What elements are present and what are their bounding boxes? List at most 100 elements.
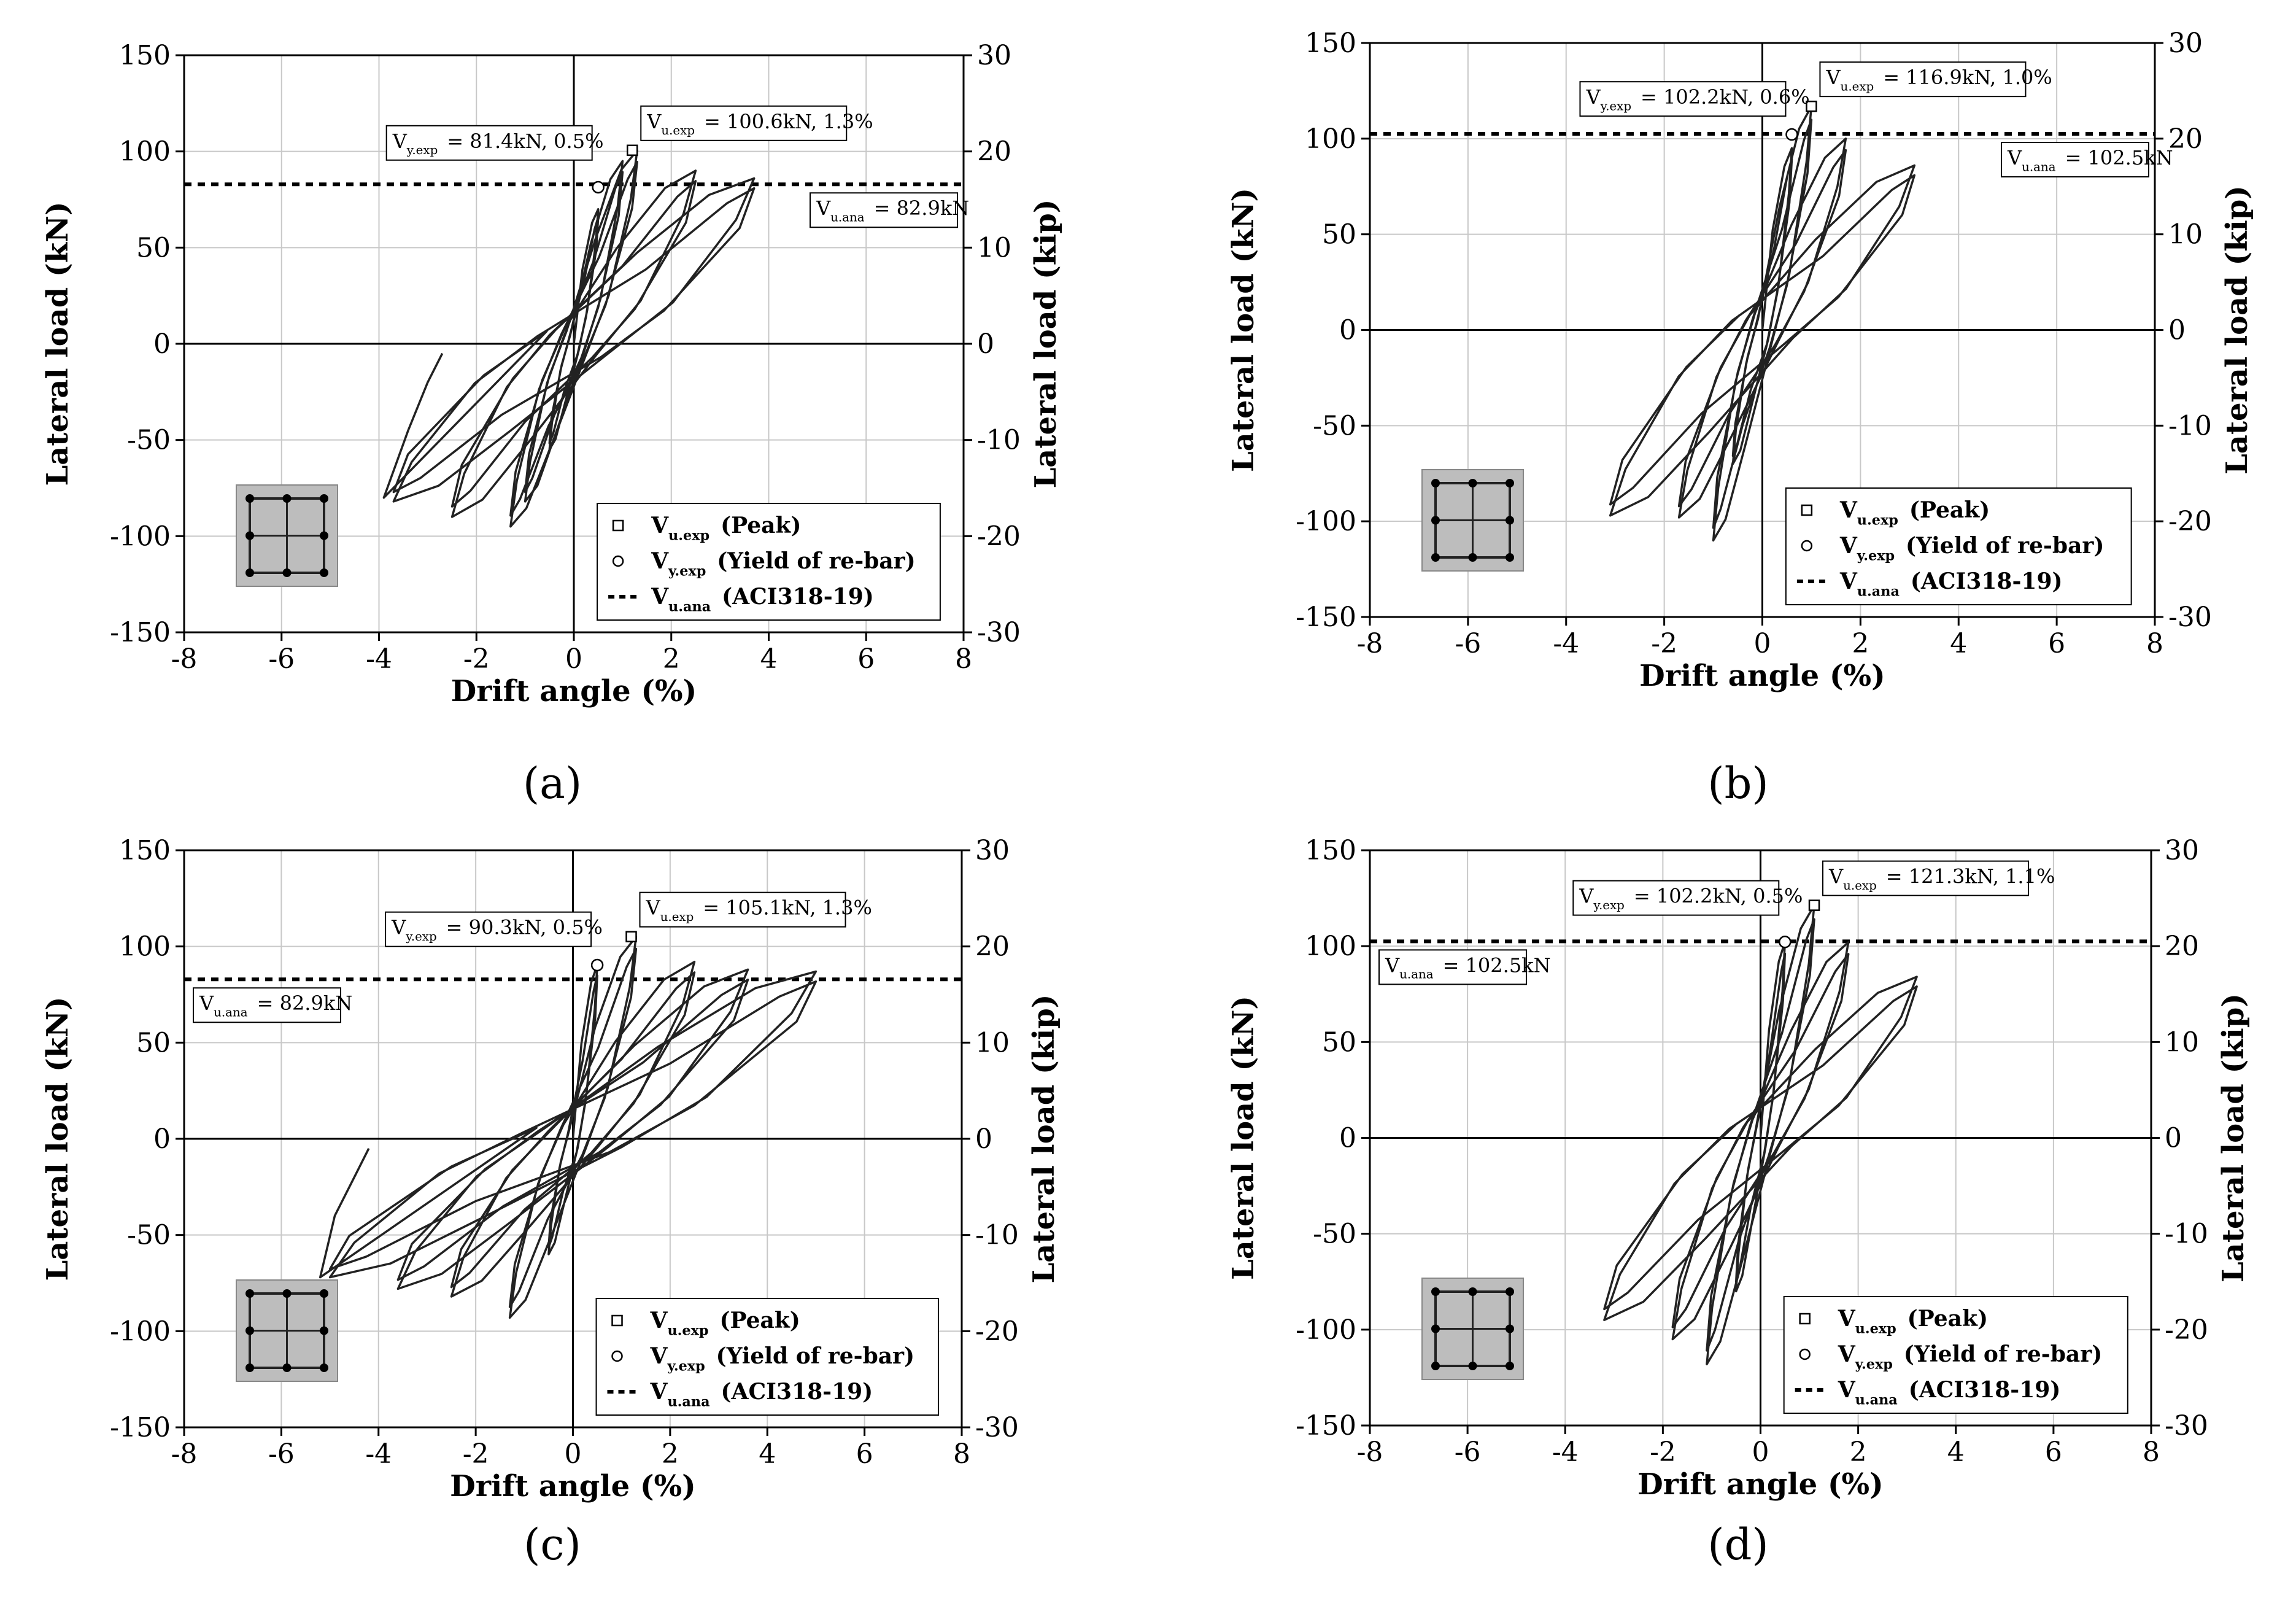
- y2-tick-label: -30: [2168, 602, 2212, 633]
- x-tick-label: -6: [1455, 1437, 1481, 1468]
- y-tick-label: 50: [1322, 219, 1356, 250]
- legend-circle-icon: [1801, 540, 1813, 552]
- y-tick-label: -50: [1313, 1219, 1356, 1250]
- legend-entry: Vu.exp (Peak): [1839, 497, 1990, 529]
- yield-annotation-text-main: V: [1579, 885, 1594, 908]
- legend-entry-main: V: [651, 548, 669, 574]
- y-tick-label: -100: [1296, 506, 1356, 537]
- y2-tick-label: -20: [2168, 506, 2212, 537]
- y-tick-label: -150: [1296, 602, 1356, 633]
- legend-circle-icon: [1799, 1348, 1811, 1360]
- hysteresis-curve: [382, 149, 756, 528]
- legend-entry-sub: y.exp: [1857, 548, 1895, 564]
- ana-annotation-box: [810, 192, 958, 228]
- x-axis-label: Drift angle (%): [450, 1469, 696, 1503]
- cross-section-icon: [236, 1279, 338, 1382]
- peak-annotation-text-main: V: [1828, 865, 1844, 888]
- yield-annotation: Vy.exp = 102.2kN, 0.6%: [1579, 81, 1810, 117]
- y-tick-label: -150: [110, 617, 171, 648]
- legend-entry-main: V: [650, 1343, 668, 1369]
- yield-annotation-text-main: V: [1585, 85, 1601, 109]
- legend-entry-main: V: [650, 1379, 668, 1405]
- legend-entry-sub: u.ana: [668, 599, 711, 615]
- ana-annotation-text-rest: = 102.5kN: [1436, 953, 1550, 977]
- yield-annotation-text: Vy.exp = 90.3kN, 0.5%: [391, 916, 603, 944]
- y-axis-label: Lateral load (kN): [41, 201, 75, 486]
- yield-annotation-text: Vy.exp = 81.4kN, 0.5%: [392, 130, 604, 157]
- x-tick-label: 2: [662, 1438, 679, 1470]
- x-tick-label: -8: [171, 1438, 198, 1470]
- x-tick-label: -8: [1357, 628, 1383, 659]
- y2-tick-label: -20: [977, 521, 1021, 552]
- peak-annotation-text: Vu.exp = 100.6kN, 1.3%: [646, 110, 873, 138]
- y-tick-label: 150: [119, 40, 171, 71]
- x-tick-label: 2: [1850, 1437, 1867, 1468]
- legend-entry-rest: (Peak): [713, 513, 802, 538]
- peak-annotation-text-main: V: [1825, 66, 1841, 89]
- legend-entry-sub: u.exp: [1855, 1321, 1896, 1337]
- ana-annotation: Vu.ana = 82.9kN: [810, 192, 969, 228]
- ana-annotation-text-main: V: [2007, 146, 2022, 169]
- y-axis-label: Lateral load (kN): [1226, 188, 1261, 472]
- y-tick-label: 0: [153, 328, 171, 360]
- ana-annotation-text-sub: u.ana: [830, 210, 865, 224]
- legend-entry: Vu.ana (ACI318-19): [650, 1379, 873, 1410]
- legend-entry-main: V: [651, 584, 669, 610]
- legend-entry: Vu.ana (ACI318-19): [651, 584, 874, 615]
- legend-box: [595, 1298, 939, 1416]
- ana-annotation-text-main: V: [816, 196, 831, 220]
- x-tick-label: 4: [759, 1438, 776, 1470]
- yield-annotation: Vy.exp = 90.3kN, 0.5%: [385, 911, 603, 947]
- legend: Vu.exp (Peak)Vy.exp (Yield of re-bar)Vu.…: [595, 1298, 939, 1416]
- ana-annotation-box: [2001, 142, 2149, 178]
- y2-axis-label: Lateral load (kip): [2216, 993, 2251, 1282]
- peak-annotation-text-main: V: [646, 896, 661, 920]
- x-tick-label: 2: [663, 643, 680, 675]
- legend-entry-sub: u.ana: [1855, 1392, 1898, 1408]
- y2-tick-label: 30: [977, 40, 1011, 71]
- x-tick-label: 6: [857, 643, 875, 675]
- y2-tick-label: -10: [975, 1220, 1019, 1251]
- legend-entry: Vu.exp (Peak): [651, 513, 801, 544]
- y-tick-label: 100: [1305, 931, 1356, 962]
- y2-tick-label: 0: [977, 328, 994, 360]
- ana-annotation: Vu.ana = 102.5kN: [2001, 142, 2173, 178]
- y2-tick-label: -20: [975, 1316, 1019, 1347]
- legend-circle-icon: [611, 1350, 623, 1362]
- ana-annotation: Vu.ana = 102.5kN: [1378, 949, 1551, 985]
- yield-annotation-text: Vy.exp = 102.2kN, 0.5%: [1579, 885, 1803, 912]
- legend-square-icon: [612, 519, 624, 532]
- legend-entry-rest: (Peak): [712, 1308, 800, 1333]
- legend-entry-rest: (ACI318-19): [714, 584, 874, 610]
- peak-marker: [1808, 899, 1820, 911]
- yield-annotation-text: Vy.exp = 102.2kN, 0.6%: [1585, 85, 1809, 113]
- ana-annotation-text-rest: = 102.5kN: [2058, 146, 2173, 169]
- y2-tick-label: 0: [2168, 315, 2186, 346]
- legend-entry-main: V: [1838, 1341, 1856, 1367]
- y-tick-label: -150: [1296, 1410, 1356, 1441]
- y-tick-label: -50: [127, 425, 171, 456]
- ana-annotation-text-main: V: [1385, 953, 1400, 977]
- legend-entry: Vy.exp (Yield of re-bar): [1838, 1341, 2103, 1373]
- legend-entry-sub: y.exp: [668, 564, 706, 580]
- x-tick-label: -8: [1357, 1437, 1383, 1468]
- peak-annotation: Vu.exp = 100.6kN, 1.3%: [640, 105, 873, 141]
- y-tick-label: 100: [1305, 123, 1356, 155]
- x-tick-label: -8: [171, 643, 198, 675]
- yield-annotation-box: [385, 911, 592, 947]
- legend-entry-sub: y.exp: [1855, 1357, 1893, 1373]
- legend-entry-rest: (Peak): [1900, 1306, 1988, 1332]
- yield-annotation: Vy.exp = 81.4kN, 0.5%: [385, 125, 604, 161]
- y2-tick-label: -30: [975, 1412, 1019, 1443]
- y-tick-label: -100: [110, 1316, 171, 1347]
- peak-annotation: Vu.exp = 121.3kN, 1.1%: [1822, 860, 2055, 896]
- x-tick-label: 4: [1950, 628, 1967, 659]
- hysteresis-curve: [1603, 904, 1918, 1365]
- x-tick-label: 6: [856, 1438, 873, 1470]
- legend-box: [1783, 1296, 2128, 1414]
- chart-panel-c: -8 -6 -4 -2 0 2 4 6 8-150-100-50050100150-30-20-…: [41, 835, 1061, 1570]
- y2-tick-label: -30: [2165, 1410, 2208, 1441]
- legend-entry: Vy.exp (Yield of re-bar): [651, 548, 916, 580]
- chart-panel-b: -8 -6 -4 -2 0 2 4 6 8-150-100-50050100150-30-20-…: [1226, 28, 2254, 809]
